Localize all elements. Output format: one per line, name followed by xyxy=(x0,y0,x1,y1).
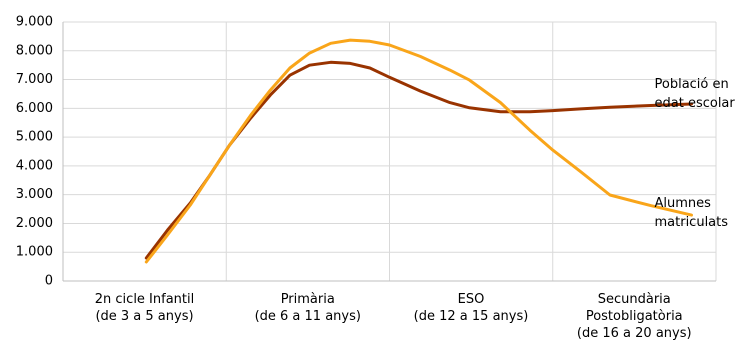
y-tick-label: 5.000 xyxy=(16,130,53,145)
x-tick-label: Primària (de 6 a 11 anys) xyxy=(254,292,361,324)
y-tick-label: 4.000 xyxy=(16,158,53,173)
y-tick-label: 0 xyxy=(45,274,53,289)
x-tick-label: ESO (de 12 a 15 anys) xyxy=(413,292,529,324)
series-label: Població en edat escolar xyxy=(654,77,735,112)
y-tick-label: 1.000 xyxy=(16,245,53,260)
y-tick-label: 9.000 xyxy=(16,15,53,30)
y-tick-label: 8.000 xyxy=(16,43,53,58)
y-tick-label: 3.000 xyxy=(16,187,53,202)
x-tick-label: Secundària Postobligatòria (de 16 a 20 a… xyxy=(576,292,692,341)
y-tick-label: 7.000 xyxy=(16,72,53,87)
series-line xyxy=(144,60,693,260)
y-tick-label: 6.000 xyxy=(16,101,53,116)
series-line xyxy=(144,38,693,264)
series-label: Alumnes matriculats xyxy=(654,196,729,231)
x-tick-label: 2n cicle Infantil (de 3 a 5 anys) xyxy=(94,292,195,324)
y-tick-label: 2.000 xyxy=(16,216,53,231)
